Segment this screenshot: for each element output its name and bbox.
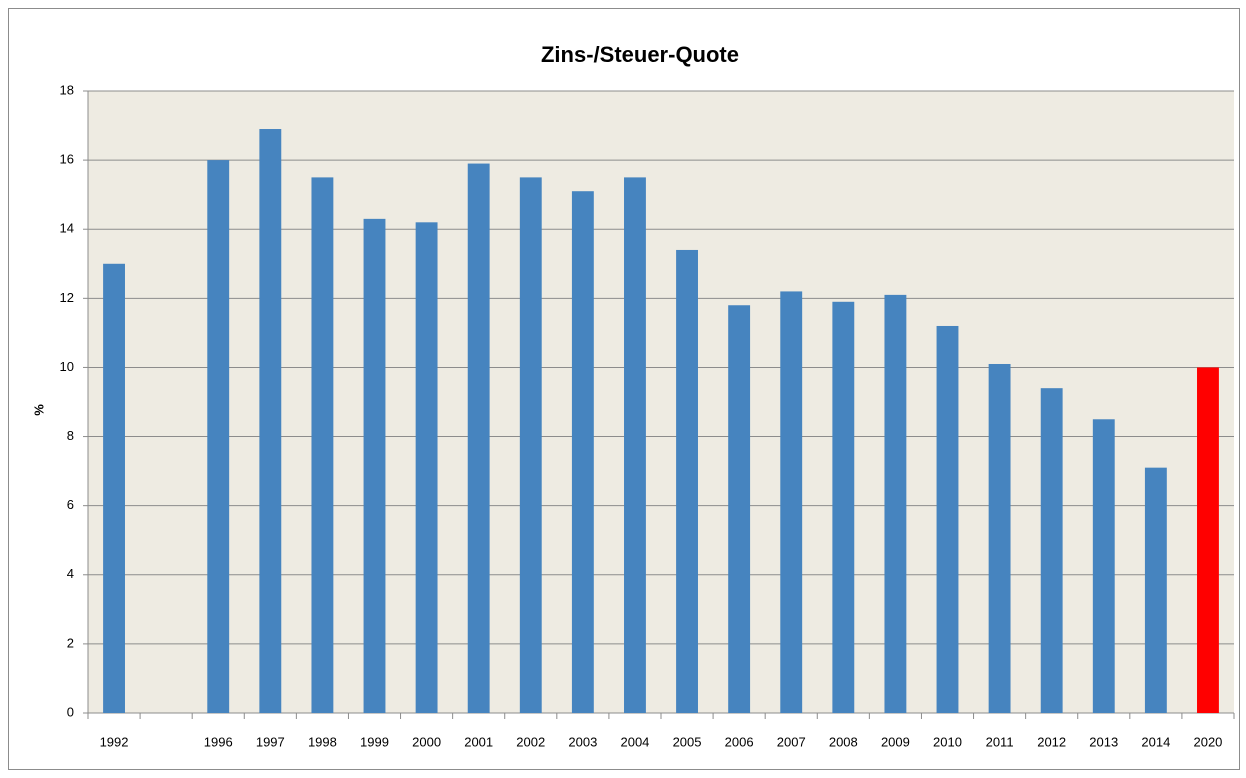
y-tick-label: 16 [60, 152, 74, 167]
x-tick-label: 2008 [829, 734, 858, 749]
y-tick-label: 6 [67, 497, 74, 512]
x-tick-label: 2013 [1089, 734, 1118, 749]
bar [884, 294, 907, 713]
x-tick-label: 2004 [620, 734, 649, 749]
bar [624, 177, 646, 713]
x-tick-label: 1996 [204, 734, 233, 749]
x-tick-label: 2005 [673, 734, 702, 749]
bar [207, 160, 230, 714]
bar [728, 305, 751, 713]
x-tick-label: 1999 [360, 734, 389, 749]
bar [519, 177, 542, 713]
bar [415, 222, 438, 714]
x-tick-label: 2000 [412, 734, 441, 749]
x-tick-label: 1997 [256, 734, 285, 749]
bar [259, 129, 282, 713]
x-tick-label: 2003 [568, 734, 597, 749]
x-tick-label: 2006 [725, 734, 754, 749]
y-tick-label: 14 [60, 221, 74, 236]
x-tick-label: 2009 [881, 734, 910, 749]
y-axis-label: % [31, 404, 46, 416]
y-tick-label: 0 [67, 704, 74, 719]
x-tick-label: 2001 [464, 734, 493, 749]
bar [571, 191, 594, 713]
x-tick-label: 2011 [986, 734, 1014, 749]
bar [936, 325, 959, 713]
bar [363, 218, 386, 713]
bar [1144, 467, 1167, 713]
bar [832, 301, 855, 713]
bar [467, 163, 490, 714]
y-tick-label: 2 [67, 635, 74, 650]
bar [988, 363, 1011, 713]
x-tick-label: 2020 [1193, 734, 1222, 749]
y-tick-label: 8 [67, 428, 74, 443]
x-tick-label: 2012 [1037, 734, 1066, 749]
y-tick-label: 4 [67, 566, 74, 581]
x-tick-label: 2007 [777, 734, 806, 749]
bar [1197, 367, 1219, 713]
x-tick-label: 1992 [100, 734, 129, 749]
bar [103, 263, 125, 713]
y-tick-label: 12 [60, 290, 74, 305]
bar [780, 291, 803, 713]
x-tick-label: 2010 [933, 734, 962, 749]
chart-title: Zins-/Steuer-Quote [541, 42, 739, 67]
x-tick-label: 1998 [308, 734, 337, 749]
bar [311, 177, 334, 713]
x-tick-label: 2002 [516, 734, 545, 749]
y-tick-label: 18 [60, 82, 74, 97]
bar [1040, 388, 1063, 713]
x-tick-label: 2014 [1141, 734, 1170, 749]
y-tick-label: 10 [60, 359, 74, 374]
bar [676, 249, 698, 713]
bar [1092, 419, 1115, 713]
